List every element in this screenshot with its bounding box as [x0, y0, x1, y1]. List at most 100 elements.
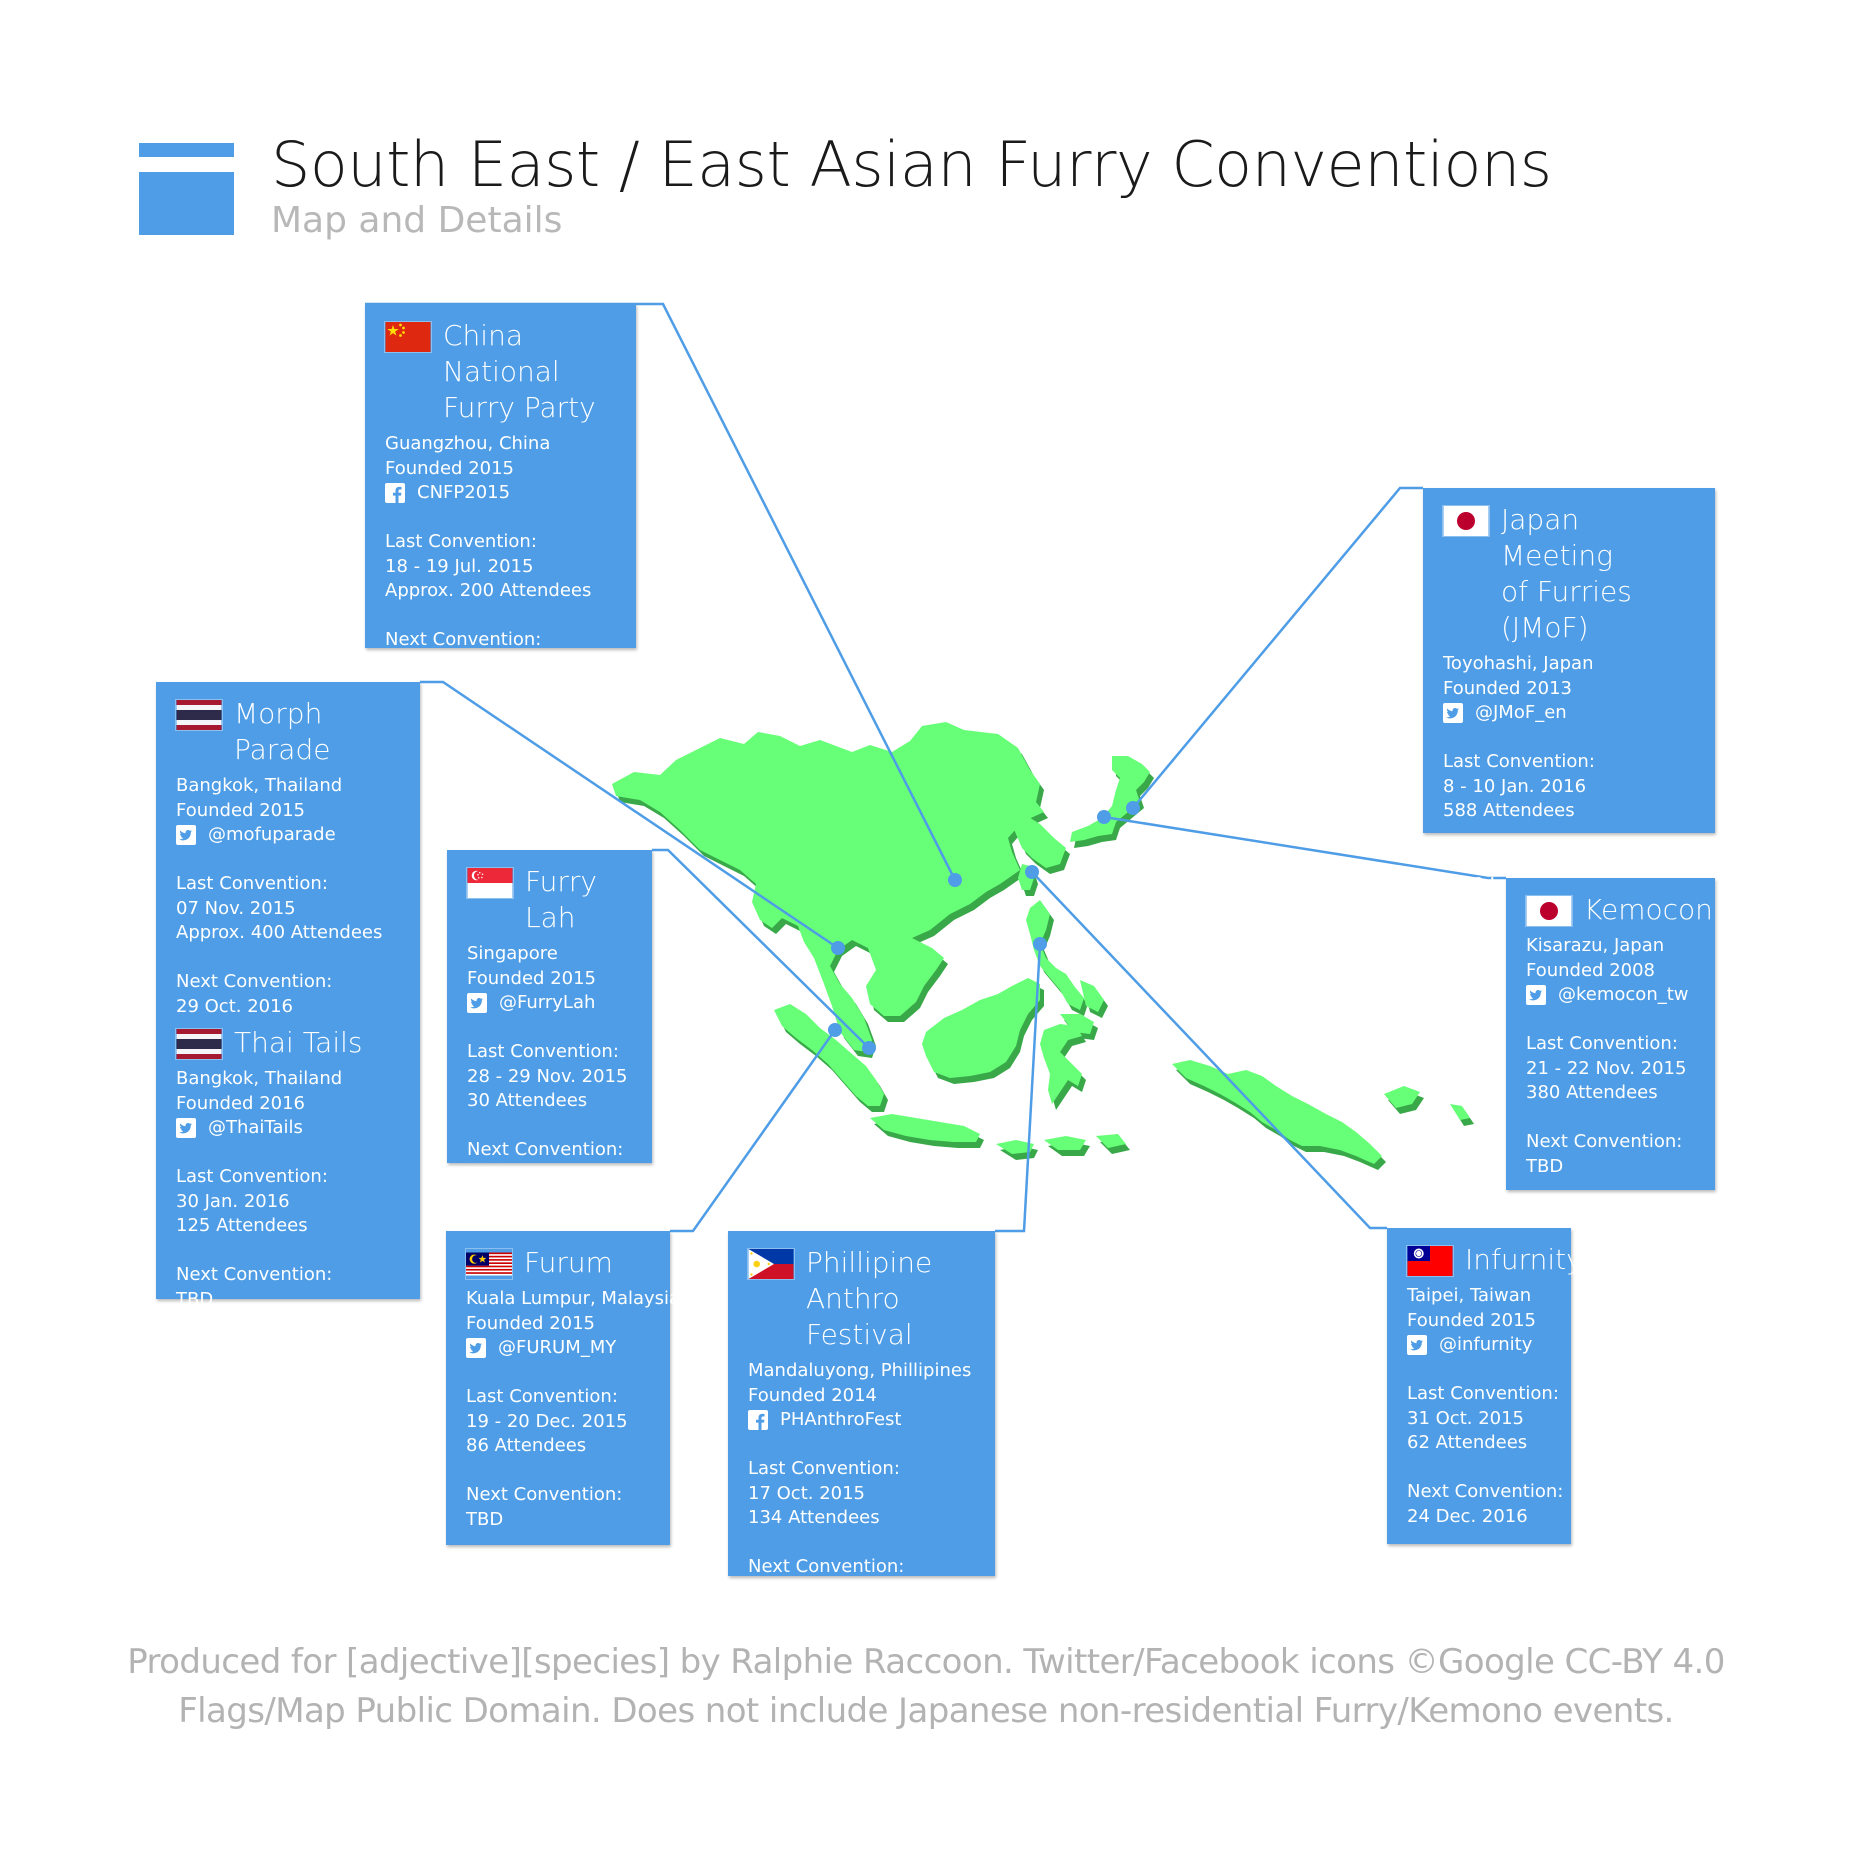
korea [1010, 814, 1066, 868]
attendees-count: 134 Attendees [748, 1507, 880, 1528]
spacer [1407, 1358, 1555, 1383]
convention-name-line: Thai Tails [234, 1026, 363, 1059]
last-convention-label: Last Convention: [1407, 1383, 1559, 1404]
founded-text: Founded 2015 [466, 1312, 595, 1334]
next-convention-date: TBD [467, 1163, 505, 1185]
convention-name-line: Japan Meeting [1501, 503, 1613, 572]
card-header: Kemocon [1526, 892, 1713, 928]
new-guinea [1172, 1060, 1470, 1164]
social-handle[interactable]: CNFP2015 [385, 481, 620, 506]
card-infurnity: Infurnity Taipei, Taiwan Founded 2015 @infu… [1387, 1228, 1583, 1544]
convention-name: Furry Lah [525, 864, 636, 936]
marker-furum-kuala-lumpur[interactable] [828, 1023, 842, 1037]
convention-name-line: Infurnity [1465, 1243, 1583, 1276]
convention-jmof: Japan Meeting of Furries (JMoF) Toyohashi,… [1443, 502, 1699, 897]
marker-furry-lah-singapore[interactable] [862, 1041, 876, 1055]
marker-pafest-manila[interactable] [1033, 937, 1047, 951]
spacer [385, 604, 620, 629]
location-text: Guangzhou, China [385, 433, 551, 454]
convention-name-line: Morph Parade [234, 697, 331, 766]
twitter-icon [467, 993, 487, 1014]
spacer [748, 1531, 979, 1556]
convention-kemocon: Kemocon Kisarazu, Japan Founded 2008 @kemoc… [1526, 892, 1713, 1179]
social-handle[interactable]: PHAnthroFest [748, 1408, 979, 1433]
convention-thai-tails: Thai Tails Bangkok, Thailand Founded 2016 @… [176, 1025, 404, 1312]
thailand-flag [176, 1029, 222, 1059]
philippines [1026, 900, 1104, 1034]
taiwan-flag [1407, 1246, 1453, 1276]
convention-name: Furum [524, 1245, 613, 1281]
spacer [1526, 1008, 1699, 1033]
marker-morph-parade-bangkok[interactable] [831, 941, 845, 955]
founded-text: Founded 2015 [467, 967, 596, 989]
page-title: South East / East Asian Furry Convention… [271, 128, 1552, 201]
thailand-flag [176, 700, 222, 730]
spacer [748, 1433, 979, 1458]
footer-credit-line-1: Produced for [adjective][species] by Ral… [127, 1642, 1725, 1682]
location-text: Bangkok, Thailand [176, 775, 343, 796]
social-handle[interactable]: @infurnity [1407, 1333, 1555, 1358]
social-handle[interactable]: @mofuparade [176, 823, 404, 848]
card-details: Mandaluyong, Phillipines Founded 2014 PHAn… [748, 1359, 979, 1604]
malaysia-flag [466, 1249, 512, 1279]
last-convention-date: 07 Nov. 2015 [176, 897, 296, 919]
next-convention-date: TBD [1526, 1155, 1564, 1177]
attendees-count: Approx. 400 Attendees [176, 922, 383, 943]
footer-credit-line-2: Flags/Map Public Domain. Does not includ… [178, 1691, 1674, 1731]
convention-furry-lah: Furry Lah Singapore Founded 2015 @FurryLah L… [467, 864, 636, 1187]
leader-line-furum-kuala-lumpur [670, 1029, 837, 1233]
sumatra [774, 1004, 884, 1106]
founded-text: Founded 2015 [176, 799, 305, 821]
attendees-count: 86 Attendees [466, 1435, 587, 1456]
attendees-count: Approx. 200 Attendees [385, 580, 592, 601]
card-header: Japan Meeting of Furries (JMoF) [1443, 502, 1699, 646]
spacer [1443, 726, 1699, 751]
card-details: Guangzhou, China Founded 2015 CNFP2015 Last… [385, 432, 620, 677]
location-text: Taipei, Taiwan [1407, 1285, 1532, 1306]
next-convention-date: TBD [176, 1288, 214, 1310]
last-convention-date: 28 - 29 Nov. 2015 [467, 1065, 628, 1087]
last-convention-label: Last Convention: [176, 873, 328, 894]
twitter-icon [1443, 703, 1463, 724]
spacer [466, 1361, 654, 1386]
founded-text: Founded 2016 [176, 1092, 305, 1114]
social-handle[interactable]: @FurryLah [467, 991, 636, 1016]
social-handle[interactable]: @ThaiTails [176, 1116, 404, 1141]
spacer [1526, 1106, 1699, 1131]
card-header: Thai Tails [176, 1025, 404, 1061]
card-header: Infurnity [1407, 1242, 1583, 1278]
page-subtitle: Map and Details [271, 200, 563, 241]
attendees-count: 380 Attendees [1526, 1082, 1658, 1103]
marker-infurnity-taipei[interactable] [1025, 865, 1039, 879]
social-handle[interactable]: @kemocon_tw [1526, 983, 1699, 1008]
card-details: Bangkok, Thailand Founded 2016 @ThaiTails L… [176, 1067, 404, 1312]
marker-kemocon-kisarazu[interactable] [1097, 810, 1111, 824]
location-text: Mandaluyong, Phillipines [748, 1360, 972, 1381]
next-convention-date: TBD [466, 1508, 504, 1530]
marker-jmof-toyohashi[interactable] [1126, 801, 1140, 815]
convention-name: Infurnity [1465, 1242, 1583, 1278]
java [870, 1114, 980, 1142]
borneo [922, 978, 1040, 1078]
social-handle-text: @FURUM_MY [498, 1337, 617, 1358]
last-convention-label: Last Convention: [1443, 751, 1595, 772]
spacer [467, 1114, 636, 1139]
next-convention-date: 24 Dec. 2016 [1407, 1505, 1528, 1527]
social-handle[interactable]: @JMoF_en [1443, 701, 1699, 726]
spacer [466, 1459, 654, 1484]
social-handle[interactable]: @FURUM_MY [466, 1336, 654, 1361]
twitter-icon [1526, 985, 1546, 1006]
convention-name: China National Furry Party [443, 318, 620, 426]
twitter-icon [466, 1338, 486, 1359]
convention-infurnity: Infurnity Taipei, Taiwan Founded 2015 @infu… [1407, 1242, 1583, 1529]
leader-lines [365, 302, 1506, 1233]
social-handle-text: @ThaiTails [208, 1117, 303, 1138]
social-handle-text: @kemocon_tw [1558, 984, 1689, 1005]
location-text: Singapore [467, 943, 558, 964]
last-convention-date: 19 - 20 Dec. 2015 [466, 1410, 628, 1432]
marker-cnfp-guangzhou[interactable] [948, 873, 962, 887]
next-convention-label: Next Convention: [467, 1139, 624, 1160]
japan-flag [1526, 896, 1572, 926]
spacer [176, 946, 404, 971]
